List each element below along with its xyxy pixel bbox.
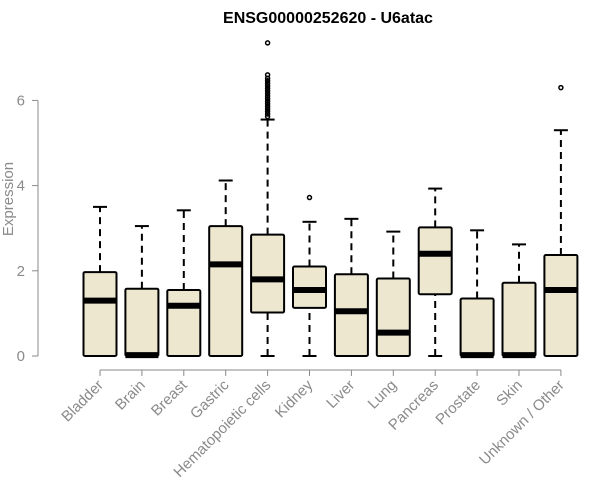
box-pancreas (417, 187, 453, 357)
box-breast (166, 209, 202, 357)
x-tick-label: Lung (365, 377, 401, 413)
outlier-point (264, 113, 271, 120)
box-iqr (543, 254, 579, 357)
box-iqr (459, 297, 495, 357)
x-tick-label: Prostate (432, 377, 484, 429)
box-kidney (292, 194, 327, 357)
box-iqr (333, 273, 369, 358)
x-tick-label: Liver (323, 377, 358, 412)
box-series (82, 40, 579, 359)
y-tick-label: 6 (17, 92, 25, 109)
outlier-point (306, 194, 313, 201)
box-iqr (208, 225, 244, 357)
outlier-point (264, 103, 271, 110)
y-tick-label: 2 (17, 263, 25, 280)
box-brain (124, 225, 160, 359)
outlier-point (558, 84, 564, 91)
box-iqr (417, 226, 453, 296)
y-axis: 0 2 4 6 (17, 92, 39, 365)
box-liver (333, 217, 369, 358)
y-tick-label: 0 (17, 348, 25, 365)
x-tick-label: Breast (148, 376, 191, 419)
y-axis-label: Expression (0, 162, 17, 236)
outlier-point (264, 78, 271, 84)
x-tick-label: Kidney (272, 376, 317, 421)
x-tick-label: Brain (112, 377, 149, 414)
outlier-point (264, 101, 271, 107)
outlier-point (264, 98, 271, 105)
box-unknown-other (543, 84, 579, 357)
box-iqr (501, 281, 537, 357)
box-iqr (82, 271, 118, 357)
box-lung (375, 230, 411, 357)
box-skin (501, 243, 537, 359)
box-bladder (82, 205, 118, 357)
box-gastric (208, 179, 244, 357)
box-prostate (459, 229, 495, 359)
x-tick-label: Skin (493, 377, 526, 410)
outlier-point (264, 111, 271, 117)
outlier-point (264, 40, 271, 46)
outlier-point (264, 93, 271, 99)
box-iqr (375, 277, 411, 357)
x-tick-label: Bladder (58, 377, 107, 426)
outlier-point (264, 90, 271, 97)
outlier-point (264, 80, 271, 87)
outlier-point (264, 72, 271, 78)
box-iqr (166, 288, 202, 357)
outlier-point (264, 85, 271, 92)
outlier-point (264, 106, 271, 112)
box-iqr (124, 287, 160, 357)
outlier-point (264, 83, 271, 89)
box-hematopoietic-cells (250, 40, 286, 357)
box-iqr (250, 233, 286, 314)
chart-title: ENSG00000252620 - U6atac (223, 10, 433, 27)
y-tick-label: 4 (17, 178, 25, 195)
outlier-point (264, 95, 271, 102)
outlier-point (264, 88, 271, 94)
outlier-point (264, 108, 271, 115)
